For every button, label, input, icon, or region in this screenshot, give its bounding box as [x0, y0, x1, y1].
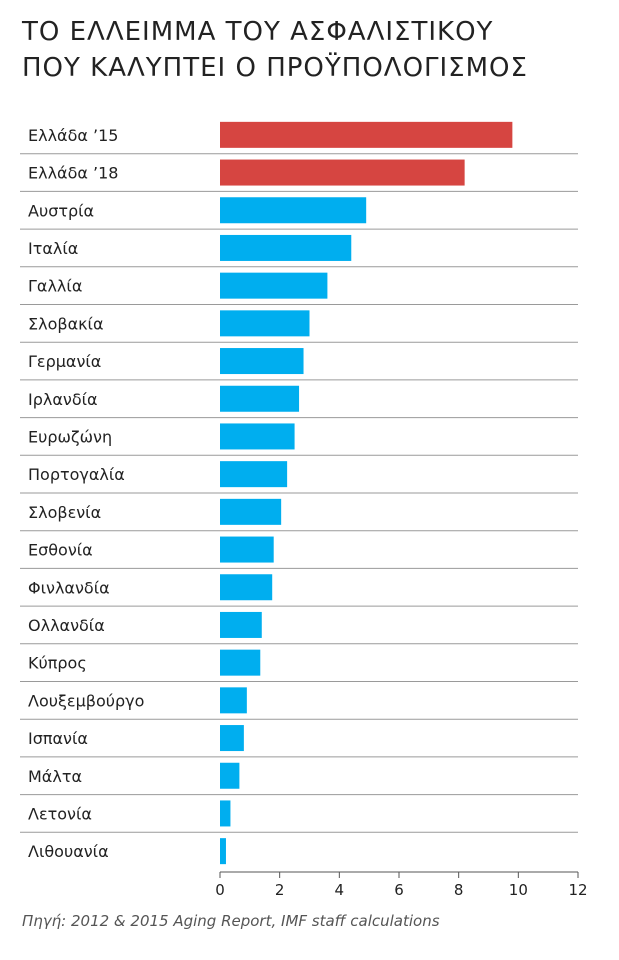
category-label: Λετονία — [28, 804, 92, 823]
bar — [220, 611, 262, 638]
bar — [220, 423, 295, 450]
category-label: Κύπρος — [28, 654, 87, 673]
category-label: Ισπανία — [28, 729, 88, 748]
x-tick-label: 4 — [335, 881, 345, 899]
chart-title-line-1: ΤΟ ΕΛΛΕΙΜΜΑ ΤΟΥ ΑΣΦΑΛΙΣΤΙΚΟΥ — [22, 17, 494, 47]
category-label: Ιρλανδία — [28, 390, 98, 409]
bar — [220, 234, 352, 261]
bar — [220, 649, 261, 676]
bar — [220, 574, 273, 601]
chart-title: ΤΟ ΕΛΛΕΙΜΜΑ ΤΟΥ ΑΣΦΑΛΙΣΤΙΚΟΥ ΠΟΥ ΚΑΛΥΠΤΕ… — [22, 14, 612, 86]
bar — [220, 725, 244, 752]
category-label: Ευρωζώνη — [28, 427, 112, 446]
category-label: Γερμανία — [28, 352, 101, 371]
bar — [220, 348, 304, 375]
x-tick-label: 12 — [568, 881, 587, 899]
category-label: Ιταλία — [28, 239, 78, 258]
bar — [220, 800, 231, 827]
category-label: Σλοβακία — [28, 314, 104, 333]
category-label: Αυστρία — [28, 201, 94, 220]
category-label: Πορτογαλία — [28, 465, 125, 484]
x-tick-label: 10 — [509, 881, 528, 899]
category-label: Λουξεμβούργο — [28, 691, 144, 710]
bar — [220, 159, 465, 186]
x-tick-label: 2 — [275, 881, 285, 899]
bar — [220, 762, 240, 789]
bar — [220, 687, 247, 714]
bar — [220, 536, 274, 563]
bar — [220, 461, 288, 488]
category-label: Ελλάδα ’15 — [28, 126, 118, 145]
category-label: Ολλανδία — [28, 616, 105, 635]
bar — [220, 310, 310, 337]
x-tick-label: 6 — [394, 881, 404, 899]
category-label: Γαλλία — [28, 277, 82, 296]
bar — [220, 838, 226, 865]
x-tick-label: 8 — [454, 881, 464, 899]
category-label: Μάλτα — [28, 767, 82, 786]
category-label: Ελλάδα ’18 — [28, 164, 118, 183]
bar — [220, 121, 513, 148]
bar — [220, 197, 367, 224]
category-label: Εσθονία — [28, 541, 93, 560]
bar — [220, 272, 328, 299]
x-tick-label: 0 — [215, 881, 225, 899]
source-note: Πηγή: 2012 & 2015 Aging Report, IMF staf… — [22, 912, 440, 930]
category-label: Σλοβενία — [28, 503, 101, 522]
category-label: Φινλανδία — [28, 578, 110, 597]
chart-title-line-2: ΠΟΥ ΚΑΛΥΠΤΕΙ Ο ΠΡΟΫΠΟΛΟΓΙΣΜΟΣ — [22, 53, 528, 83]
bar — [220, 385, 300, 412]
bar — [220, 498, 282, 525]
category-label: Λιθουανία — [28, 842, 109, 861]
